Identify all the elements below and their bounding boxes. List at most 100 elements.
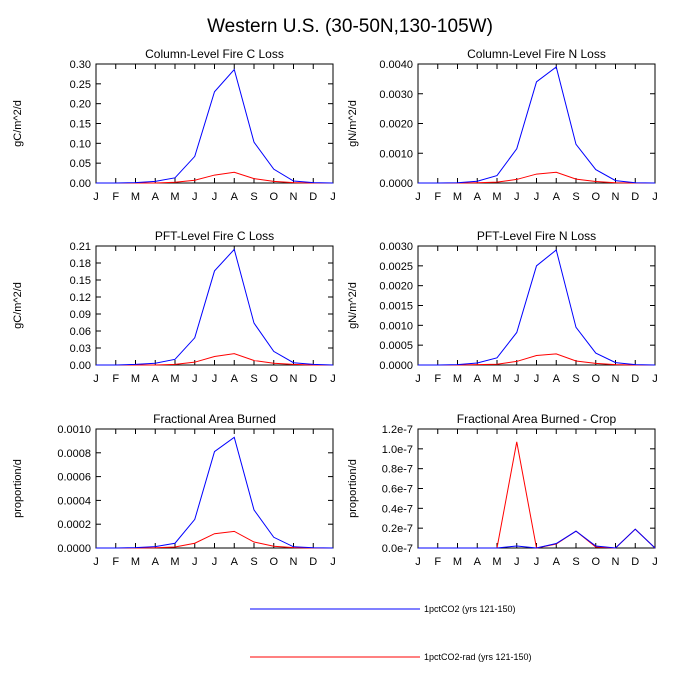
y-tick-label: 0.18 <box>70 258 91 270</box>
y-tick-label: 0.0008 <box>57 448 91 460</box>
x-tick-label: J <box>652 556 658 568</box>
y-tick-label: 0.00 <box>70 360 91 372</box>
y-tick-label: 0.10 <box>70 138 91 150</box>
chart-title: Fractional Area Burned <box>153 412 276 426</box>
x-tick-label: M <box>170 191 179 203</box>
y-tick-label: 0.30 <box>70 59 91 71</box>
x-tick-label: J <box>192 191 198 203</box>
series-line-1pctco2-rad-yrs-121-150 <box>418 441 656 549</box>
x-tick-label: J <box>93 191 99 203</box>
y-tick-label: 0.00 <box>70 178 91 190</box>
x-tick-label: J <box>652 373 658 385</box>
plot-frame <box>95 428 334 549</box>
y-tick-label: 0.0030 <box>379 241 413 253</box>
chart-title: PFT-Level Fire N Loss <box>477 229 596 243</box>
x-tick-label: J <box>212 373 218 385</box>
x-tick-label: A <box>231 556 239 568</box>
x-tick-label: J <box>415 191 421 203</box>
chart-title: Column-Level Fire C Loss <box>145 47 284 61</box>
y-axis-label: proportion/d <box>347 459 359 518</box>
x-tick-label: F <box>112 191 119 203</box>
x-tick-label: J <box>652 191 658 203</box>
x-tick-label: J <box>415 373 421 385</box>
x-tick-label: D <box>309 556 317 568</box>
y-axis-label: gN/m^2/d <box>347 100 359 147</box>
x-tick-label: M <box>453 373 462 385</box>
series-line-1pctco2-yrs-121-150 <box>418 528 656 549</box>
x-tick-label: F <box>112 373 119 385</box>
x-tick-label: J <box>514 373 520 385</box>
y-tick-label: 0.0030 <box>379 89 413 101</box>
x-tick-label: M <box>131 556 140 568</box>
y-tick-label: 0.21 <box>70 241 91 253</box>
y-tick-label: 0.0010 <box>379 148 413 160</box>
chart-title: PFT-Level Fire C Loss <box>155 229 274 243</box>
x-tick-label: J <box>330 191 336 203</box>
plot-frame <box>417 428 656 549</box>
x-tick-label: F <box>434 191 441 203</box>
x-tick-label: S <box>250 373 257 385</box>
y-axis-label: gC/m^2/d <box>12 282 24 329</box>
x-tick-label: N <box>290 556 298 568</box>
y-tick-label: 0.09 <box>70 309 91 321</box>
y-tick-label: 0.0006 <box>57 472 91 484</box>
x-tick-label: N <box>290 191 298 203</box>
y-tick-label: 1.2e-7 <box>382 424 413 436</box>
x-tick-label: J <box>514 191 520 203</box>
y-tick-label: 0.20 <box>70 99 91 111</box>
y-axis-label: proportion/d <box>12 459 24 518</box>
x-tick-label: N <box>612 191 620 203</box>
x-tick-label: A <box>553 191 561 203</box>
chart-column-level-fire-n-loss: Column-Level Fire N Loss gN/m^2/d 0.0000 0.… <box>347 47 658 203</box>
x-tick-label: M <box>131 373 140 385</box>
x-tick-label: S <box>572 373 579 385</box>
x-tick-label: O <box>591 556 600 568</box>
legend-label-1pctco2: 1pctCO2 (yrs 121-150) <box>424 604 516 614</box>
x-tick-label: D <box>631 373 639 385</box>
chart-pft-level-fire-c-loss: PFT-Level Fire C Loss gC/m^2/d 0.00 0.03 0.0… <box>12 229 336 385</box>
y-tick-label: 0.4e-7 <box>382 503 413 515</box>
y-tick-label: 0.0e-7 <box>382 543 413 555</box>
x-tick-label: D <box>309 191 317 203</box>
plot-frame <box>95 63 334 184</box>
y-tick-label: 0.2e-7 <box>382 523 413 535</box>
x-tick-label: M <box>453 556 462 568</box>
x-tick-label: S <box>250 556 257 568</box>
series-line-1pctco2-yrs-121-150 <box>418 66 656 184</box>
figure-title: Western U.S. (30-50N,130-105W) <box>207 16 493 37</box>
y-tick-label: 0.15 <box>70 275 91 287</box>
x-tick-label: O <box>269 191 278 203</box>
x-tick-label: D <box>309 373 317 385</box>
y-tick-label: 0.0020 <box>379 281 413 293</box>
y-tick-label: 1.0e-7 <box>382 444 413 456</box>
x-tick-label: J <box>330 556 336 568</box>
x-tick-label: J <box>192 556 198 568</box>
x-tick-label: J <box>192 373 198 385</box>
y-tick-label: 0.0010 <box>57 424 91 436</box>
x-tick-label: A <box>474 373 482 385</box>
x-tick-label: A <box>474 556 482 568</box>
x-tick-label: S <box>250 191 257 203</box>
x-tick-label: O <box>269 556 278 568</box>
x-tick-label: N <box>612 373 620 385</box>
legend-label-1pctco2-rad: 1pctCO2-rad (yrs 121-150) <box>424 652 532 662</box>
y-tick-label: 0.0002 <box>57 519 91 531</box>
series-line-1pctco2-yrs-121-150 <box>418 249 656 366</box>
y-tick-label: 0.12 <box>70 292 91 304</box>
x-tick-label: J <box>330 373 336 385</box>
x-tick-label: D <box>631 191 639 203</box>
plot-frame <box>95 245 334 366</box>
y-axis-label: gC/m^2/d <box>12 100 24 147</box>
x-tick-label: S <box>572 191 579 203</box>
x-tick-label: F <box>112 556 119 568</box>
y-tick-label: 0.15 <box>70 119 91 131</box>
y-tick-label: 0.0004 <box>57 495 91 507</box>
y-tick-label: 0.03 <box>70 343 91 355</box>
x-tick-label: F <box>434 556 441 568</box>
x-tick-label: A <box>553 556 561 568</box>
series-line-1pctco2-yrs-121-150 <box>96 68 334 184</box>
x-tick-label: A <box>231 373 239 385</box>
x-tick-label: J <box>534 191 540 203</box>
y-tick-label: 0.06 <box>70 326 91 338</box>
